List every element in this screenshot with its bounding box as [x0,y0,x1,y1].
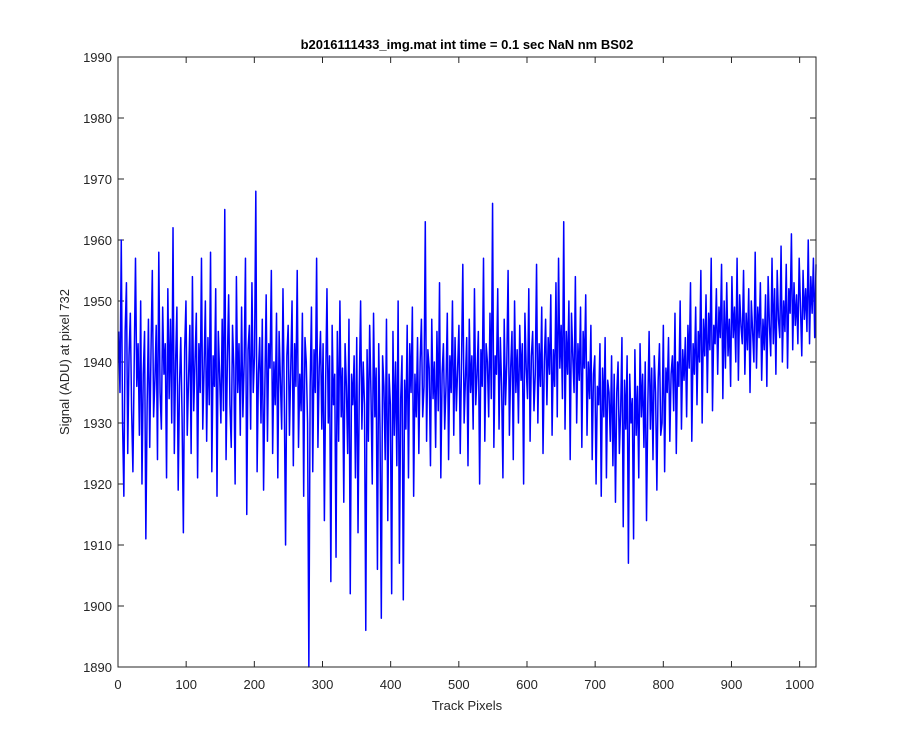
x-tick-label: 1000 [785,677,814,692]
x-tick-label: 500 [448,677,470,692]
chart-title: b2016111433_img.mat int time = 0.1 sec N… [301,37,634,52]
y-tick-label: 1970 [83,172,112,187]
x-tick-label: 700 [584,677,606,692]
x-axis-label: Track Pixels [432,698,503,713]
y-axis-label: Signal (ADU) at pixel 732 [57,289,72,435]
x-tick-label: 600 [516,677,538,692]
y-tick-label: 1920 [83,477,112,492]
x-tick-label: 400 [380,677,402,692]
plot-box [117,56,817,668]
y-tick-label: 1980 [83,111,112,126]
y-tick-label: 1910 [83,538,112,553]
x-tick-label: 800 [652,677,674,692]
series-line [117,190,817,668]
y-tick-label: 1930 [83,416,112,431]
ticks-layer: 0 100 200 300 400 500 600 700 800 900 1000 1890 1900… [83,50,816,692]
y-tick-label: 1950 [83,294,112,309]
y-tick-label: 1990 [83,50,112,65]
x-tick-label: 900 [721,677,743,692]
x-tick-label: 0 [114,677,121,692]
y-tick-label: 1890 [83,660,112,675]
x-tick-label: 100 [175,677,197,692]
x-tick-label: 300 [312,677,334,692]
y-tick-label: 1900 [83,599,112,614]
y-tick-label: 1960 [83,233,112,248]
series-layer [117,190,817,668]
y-tick-label: 1940 [83,355,112,370]
x-tick-label: 200 [243,677,265,692]
